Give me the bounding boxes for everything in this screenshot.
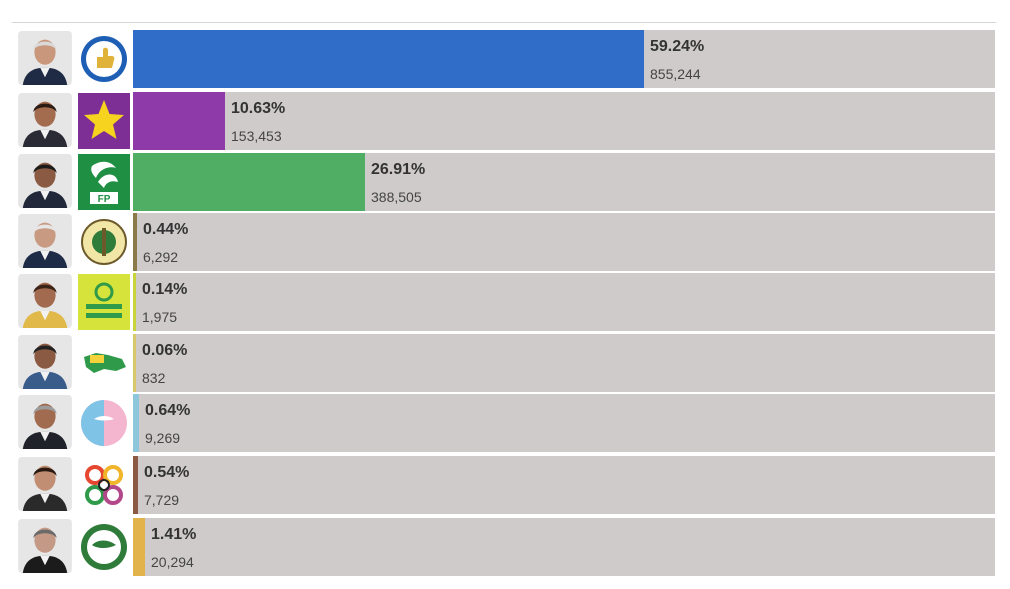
- bar: [133, 153, 365, 211]
- bar-track: [133, 518, 995, 576]
- candidate-photo-icon: [18, 457, 72, 511]
- svg-text:FP: FP: [98, 194, 111, 205]
- percent-label: 59.24%: [650, 38, 705, 55]
- gensi-dove-logo-icon: [78, 394, 130, 452]
- chart-row: 0.54% 7,729: [0, 456, 1010, 514]
- bar: [133, 92, 225, 150]
- prm-thumbs-up-seal-icon: [78, 30, 130, 88]
- bar-track: [133, 92, 995, 150]
- vote-count-label: 153,453: [231, 128, 282, 144]
- chart-row: FP 26.91% 388,505: [0, 153, 1010, 211]
- bar: [133, 213, 137, 271]
- party-circular-seal-icon: [78, 213, 130, 271]
- chart-row: 0.06% 832: [0, 334, 1010, 392]
- chart-row: 0.64% 9,269: [0, 394, 1010, 452]
- globe-dove-seal-icon: [78, 518, 130, 576]
- bar-track: [133, 30, 995, 88]
- bar: [133, 394, 139, 452]
- vote-count-label: 6,292: [143, 249, 179, 265]
- bar-track: [133, 273, 995, 331]
- colorful-rings-logo-icon: [78, 456, 130, 514]
- bar-track: [133, 334, 995, 392]
- bar-track: [133, 153, 995, 211]
- ppt-green-map-logo-icon: [78, 334, 130, 392]
- bar: [133, 334, 136, 392]
- vote-count-label: 7,729: [144, 492, 180, 508]
- percent-label: 0.54%: [144, 464, 190, 481]
- vote-count-label: 20,294: [151, 554, 194, 570]
- candidate-photo-icon: [18, 274, 72, 328]
- chart-row: 0.44% 6,292: [0, 213, 1010, 271]
- vote-count-label: 832: [142, 370, 166, 386]
- fp-green-logo-icon: FP: [78, 153, 130, 211]
- bar-track: [133, 456, 995, 514]
- vote-count-label: 1,975: [142, 309, 178, 325]
- chart-row: 10.63% 153,453: [0, 92, 1010, 150]
- percent-label: 0.06%: [142, 342, 188, 359]
- bar: [133, 273, 136, 331]
- candidate-photo-icon: [18, 154, 72, 208]
- pld-yellow-star-icon: [78, 92, 130, 150]
- chart-row: 0.14% 1,975: [0, 273, 1010, 331]
- bar: [133, 30, 644, 88]
- candidate-photo-icon: [18, 31, 72, 85]
- frente-amplio-logo-icon: [78, 273, 130, 331]
- percent-label: 10.63%: [231, 100, 286, 117]
- vote-count-label: 9,269: [145, 430, 181, 446]
- bar: [133, 456, 138, 514]
- vote-count-label: 388,505: [371, 189, 422, 205]
- vote-count-label: 855,244: [650, 66, 701, 82]
- top-divider: [12, 22, 996, 23]
- percent-label: 0.14%: [142, 281, 188, 298]
- percent-label: 0.64%: [145, 402, 191, 419]
- bar-track: [133, 394, 995, 452]
- chart-row: 59.24% 855,244: [0, 30, 1010, 88]
- bar: [133, 518, 145, 576]
- percent-label: 0.44%: [143, 221, 189, 238]
- candidate-photo-icon: [18, 335, 72, 389]
- bar-track: [133, 213, 995, 271]
- chart-row: 1.41% 20,294: [0, 518, 1010, 576]
- candidate-photo-icon: [18, 214, 72, 268]
- candidate-photo-icon: [18, 519, 72, 573]
- percent-label: 26.91%: [371, 161, 426, 178]
- percent-label: 1.41%: [151, 526, 197, 543]
- candidate-photo-icon: [18, 93, 72, 147]
- candidate-photo-icon: [18, 395, 72, 449]
